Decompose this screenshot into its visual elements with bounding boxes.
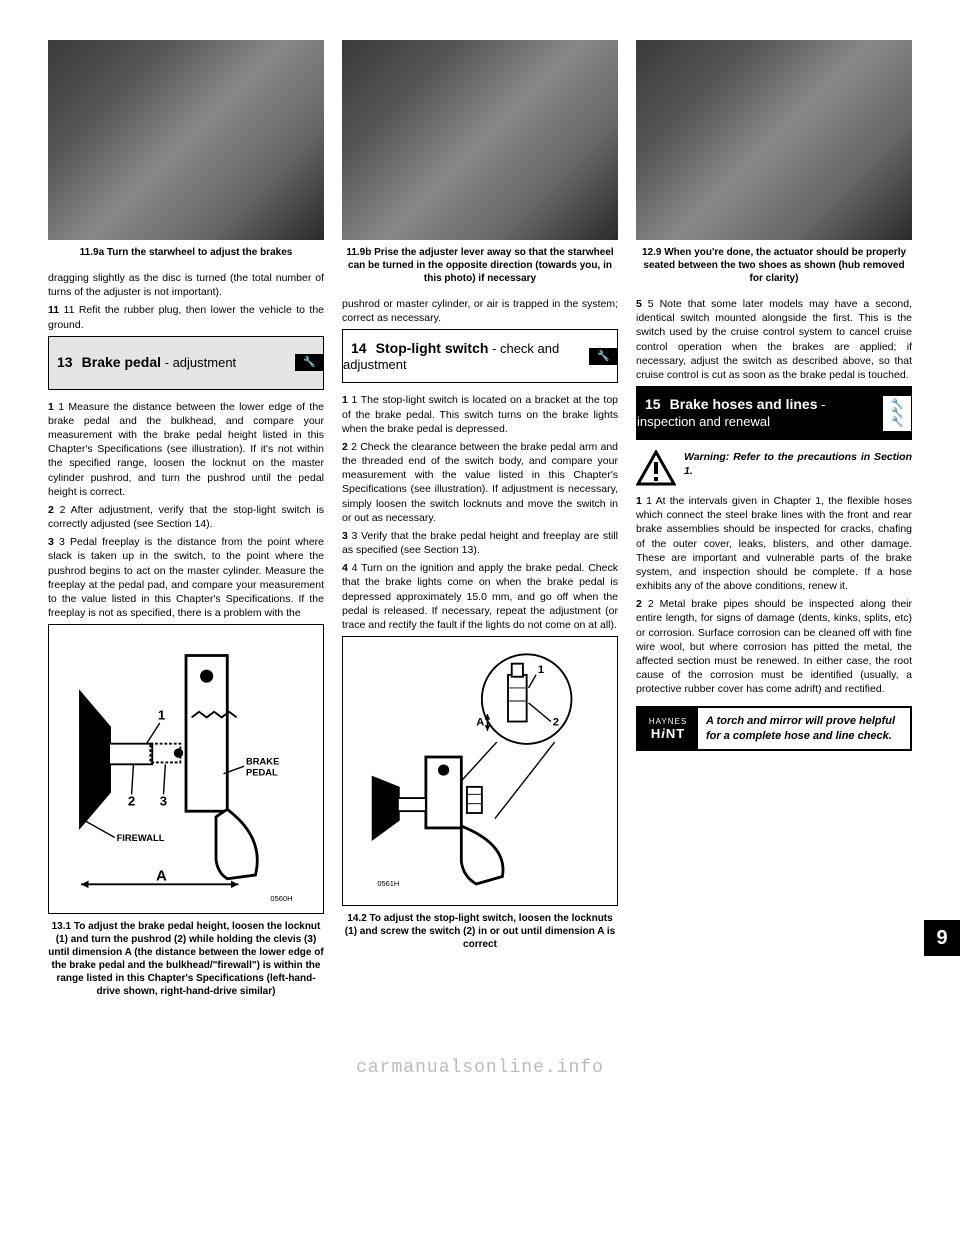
para-15-1: 1 1 At the intervals given in Chapter 1,… <box>636 494 912 593</box>
svg-text:FIREWALL: FIREWALL <box>117 833 165 843</box>
para-13-3: 3 3 Pedal freeplay is the distance from … <box>48 535 324 620</box>
section-13-num: 13 <box>49 346 79 378</box>
diagram-13-1: 1 2 3 BRAKE PEDAL FIREWALL A 05 <box>48 624 324 914</box>
photo-12-9 <box>636 40 912 240</box>
para-15-2: 2 2 Metal brake pipes should be inspecte… <box>636 597 912 696</box>
para-13-3-text: 3 Pedal freeplay is the distance from th… <box>48 536 324 619</box>
warning-block: Warning: Refer to the precautions in Sec… <box>636 450 912 486</box>
photo-11-9a <box>48 40 324 240</box>
para-14-2: 2 2 Check the clearance between the brak… <box>342 440 618 525</box>
column-2: 11.9b Prise the adjuster lever away so t… <box>342 40 618 1010</box>
footer-watermark: carmanualsonline.info <box>0 1040 960 1088</box>
wrench-rating-icon: 🔧 <box>589 348 617 365</box>
photo-11-9b <box>342 40 618 240</box>
diagram-13-1-svg: 1 2 3 BRAKE PEDAL FIREWALL A 05 <box>57 633 315 905</box>
warning-icon <box>636 450 676 486</box>
section-13-sub: - adjustment <box>161 355 236 370</box>
column-1: 11.9a Turn the starwheel to adjust the b… <box>48 40 324 1010</box>
haynes-hint-badge: HAYNES HiNT <box>638 708 698 749</box>
svg-text:PEDAL: PEDAL <box>246 768 278 778</box>
page-number-tab: 9 <box>924 920 960 956</box>
diagram-14-2-svg: A 1 2 <box>351 645 609 897</box>
section-14-heading: 14 Stop-light switch - check and adjustm… <box>342 329 618 383</box>
svg-text:2: 2 <box>553 716 559 728</box>
hint-badge-top: HAYNES <box>640 717 696 726</box>
text-continuation: dragging slightly as the disc is turned … <box>48 271 324 299</box>
hint-badge-bottom: HiNT <box>640 726 696 741</box>
diagram-14-2-caption: 14.2 To adjust the stop-light switch, lo… <box>342 912 618 951</box>
para-14-3-text: 3 Verify that the brake pedal height and… <box>342 530 618 556</box>
svg-text:0561H: 0561H <box>377 879 399 888</box>
svg-text:A: A <box>476 716 484 728</box>
para-14-4: 4 4 Turn on the ignition and apply the b… <box>342 561 618 632</box>
svg-text:0560H: 0560H <box>270 895 292 904</box>
warning-text: Warning: Refer to the precautions in Sec… <box>684 450 912 486</box>
para-13-1: 1 1 Measure the distance between the low… <box>48 400 324 499</box>
photo-12-9-caption: 12.9 When you're done, the actuator shou… <box>636 246 912 285</box>
photo-11-9a-caption: 11.9a Turn the starwheel to adjust the b… <box>48 246 324 259</box>
section-15-title: Brake hoses and lines <box>670 396 818 412</box>
para-13-2-text: 2 After adjustment, verify that the stop… <box>48 504 324 530</box>
para-11-text: 11 Refit the rubber plug, then lower the… <box>48 304 324 330</box>
svg-text:2: 2 <box>128 794 135 809</box>
para-11: 11 11 Refit the rubber plug, then lower … <box>48 303 324 331</box>
para-14-5-text: 5 Note that some later models may have a… <box>636 298 912 381</box>
photo-11-9b-caption: 11.9b Prise the adjuster lever away so t… <box>342 246 618 285</box>
diagram-14-2: A 1 2 <box>342 636 618 906</box>
para-14-5: 5 5 Note that some later models may have… <box>636 297 912 382</box>
svg-text:1: 1 <box>538 664 544 676</box>
para-15-2-text: 2 Metal brake pipes should be inspected … <box>636 598 912 695</box>
section-15-heading: 15 Brake hoses and lines - inspection an… <box>636 386 912 440</box>
section-14-title: Stop-light switch <box>376 340 489 356</box>
content-columns: 11.9a Turn the starwheel to adjust the b… <box>48 40 912 1010</box>
svg-text:A: A <box>156 868 167 885</box>
para-14-1: 1 1 The stop-light switch is located on … <box>342 393 618 436</box>
section-13-title: Brake pedal <box>82 354 161 370</box>
column-3: 12.9 When you're done, the actuator shou… <box>636 40 912 1010</box>
para-15-1-text: 1 At the intervals given in Chapter 1, t… <box>636 495 912 592</box>
haynes-hint: HAYNES HiNT A torch and mirror will prov… <box>636 706 912 751</box>
para-13-2: 2 2 After adjustment, verify that the st… <box>48 503 324 531</box>
section-13-heading: 13 Brake pedal - adjustment 🔧 <box>48 336 324 390</box>
svg-text:3: 3 <box>160 794 167 809</box>
para-14-1-text: 1 The stop-light switch is located on a … <box>342 394 618 434</box>
para-14-3: 3 3 Verify that the brake pedal height a… <box>342 529 618 557</box>
svg-text:BRAKE: BRAKE <box>246 757 279 767</box>
hint-text: A torch and mirror will prove helpful fo… <box>698 708 910 749</box>
wrench-rating-icon: 🔧🔧🔧 <box>883 396 911 431</box>
diagram-13-1-caption: 13.1 To adjust the brake pedal height, l… <box>48 920 324 998</box>
wrench-rating-icon: 🔧 <box>295 354 323 371</box>
text-continuation-2: pushrod or master cylinder, or air is tr… <box>342 297 618 325</box>
para-13-1-text: 1 Measure the distance between the lower… <box>48 401 324 498</box>
para-14-4-text: 4 Turn on the ignition and apply the bra… <box>342 562 618 631</box>
svg-text:1: 1 <box>158 708 165 723</box>
page: 11.9a Turn the starwheel to adjust the b… <box>0 0 960 1040</box>
para-14-2-text: 2 Check the clearance between the brake … <box>342 441 618 524</box>
